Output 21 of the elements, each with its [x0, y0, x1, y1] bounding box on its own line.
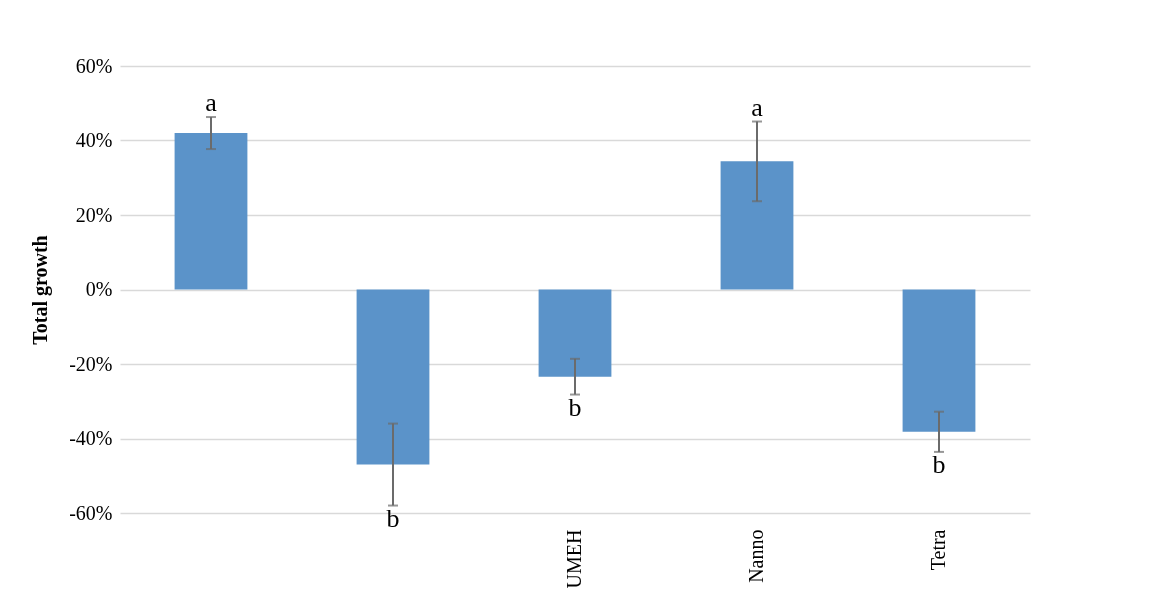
y-axis-title: Total growth	[29, 235, 53, 345]
y-tick-label: -60%	[69, 501, 113, 524]
annotation: b	[386, 503, 400, 533]
bar	[902, 289, 976, 432]
bar	[538, 289, 612, 377]
x-tick-label: UMEH	[563, 529, 585, 589]
bar	[174, 133, 248, 290]
annotation: a	[205, 88, 218, 118]
y-tick-label: -40%	[69, 427, 113, 449]
y-tick-label: 40%	[75, 129, 113, 151]
x-tick-label: Tetra	[927, 529, 949, 571]
annotation: b	[932, 449, 946, 479]
y-tick-label: 60%	[75, 54, 113, 77]
y-tick-label: -20%	[69, 352, 113, 375]
annotation: a	[751, 92, 764, 122]
x-tick-label: Nanno	[745, 529, 767, 583]
y-tick-label: 0%	[85, 278, 113, 300]
y-tick-label: 20%	[75, 203, 113, 226]
bar	[720, 161, 794, 290]
annotation: b	[568, 392, 582, 422]
bar	[356, 289, 430, 465]
